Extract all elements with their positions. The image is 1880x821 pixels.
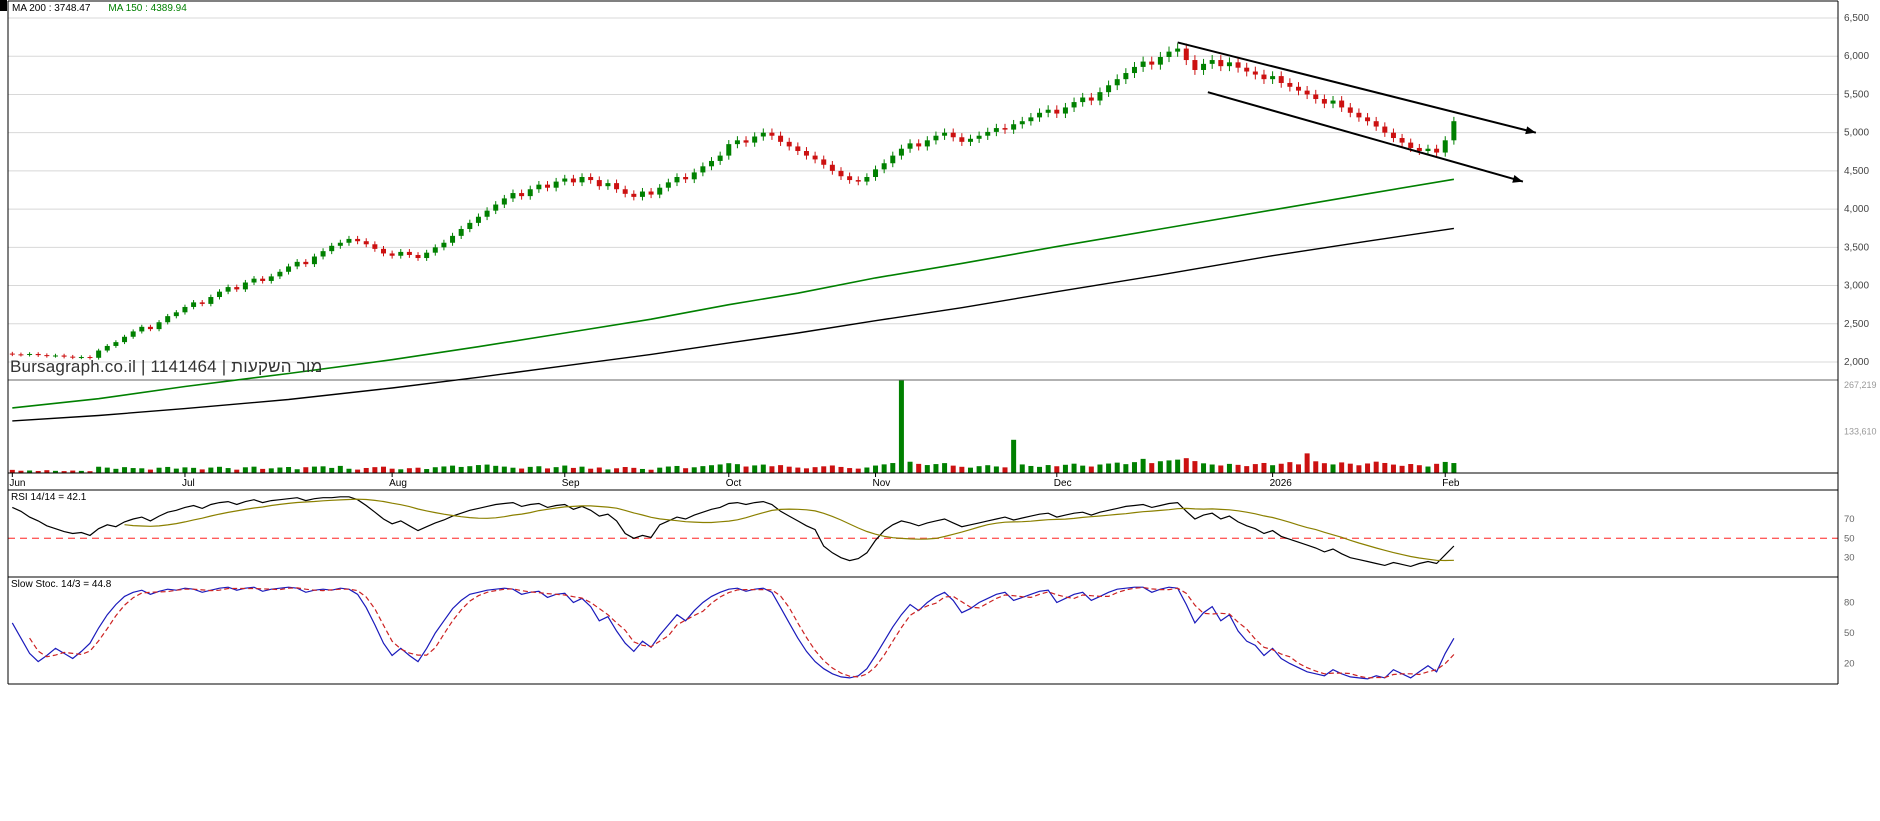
volume-scale-labels: 267,219 133,610 bbox=[1844, 380, 1877, 436]
svg-text:3,000: 3,000 bbox=[1844, 281, 1869, 292]
svg-text:20: 20 bbox=[1844, 659, 1855, 670]
rsi-panel-title: RSI 14/14 = 42.1 bbox=[11, 492, 87, 503]
price-axis-labels: 6,500 6,000 5,500 5,000 4,500 4,000 3,500 3,000… bbox=[1844, 13, 1869, 368]
svg-text:Feb: Feb bbox=[1442, 478, 1460, 489]
svg-text:2,500: 2,500 bbox=[1844, 319, 1869, 330]
stoch-k-line bbox=[11, 586, 1455, 680]
ma200-line bbox=[12, 227, 1455, 422]
svg-text:6,000: 6,000 bbox=[1844, 51, 1869, 62]
rsi-axis-labels: 70 50 30 bbox=[1844, 514, 1855, 564]
stoch-panel-title: Slow Stoc. 14/3 = 44.8 bbox=[11, 579, 112, 590]
watermark: Bursagraph.co.il | 1141464 | מור השקעות bbox=[10, 357, 323, 376]
svg-text:267,219: 267,219 bbox=[1844, 380, 1877, 390]
svg-text:Sep: Sep bbox=[562, 478, 580, 489]
svg-text:133,610: 133,610 bbox=[1844, 426, 1877, 436]
ma200-legend-label: MA 200 : 3748.47 bbox=[12, 3, 91, 14]
svg-text:4,000: 4,000 bbox=[1844, 204, 1869, 215]
svg-text:80: 80 bbox=[1844, 597, 1855, 608]
trend-channel bbox=[1177, 41, 1537, 183]
panel-borders bbox=[7, 0, 1839, 685]
volume-bars bbox=[9, 380, 1457, 473]
svg-text:5,000: 5,000 bbox=[1844, 128, 1869, 139]
svg-text:Aug: Aug bbox=[389, 478, 407, 489]
svg-text:30: 30 bbox=[1844, 553, 1855, 564]
ma-legend: MA 200 : 3748.47 MA 150 : 4389.94 bbox=[12, 3, 187, 14]
svg-text:Jun: Jun bbox=[9, 478, 25, 489]
svg-text:Dec: Dec bbox=[1054, 478, 1072, 489]
corner-marker bbox=[0, 0, 7, 11]
rsi-line bbox=[12, 496, 1455, 568]
svg-text:70: 70 bbox=[1844, 514, 1855, 525]
price-gridlines bbox=[8, 17, 1838, 363]
candlestick-series bbox=[9, 43, 1457, 360]
svg-text:3,500: 3,500 bbox=[1844, 242, 1869, 253]
svg-text:Oct: Oct bbox=[726, 478, 742, 489]
month-axis: Jun Jul Aug Sep Oct Nov Dec 2026 Feb bbox=[9, 473, 1460, 489]
svg-text:6,500: 6,500 bbox=[1844, 13, 1869, 24]
ma150-line bbox=[12, 178, 1455, 409]
rsi-ma-line bbox=[124, 498, 1454, 562]
svg-text:50: 50 bbox=[1844, 533, 1855, 544]
svg-text:50: 50 bbox=[1844, 628, 1855, 639]
stoch-axis-labels: 80 50 20 bbox=[1844, 597, 1855, 669]
svg-text:2,000: 2,000 bbox=[1844, 357, 1869, 368]
svg-text:Nov: Nov bbox=[873, 478, 891, 489]
svg-text:Jul: Jul bbox=[182, 478, 195, 489]
svg-text:4,500: 4,500 bbox=[1844, 166, 1869, 177]
svg-text:5,500: 5,500 bbox=[1844, 89, 1869, 100]
ma150-legend-label: MA 150 : 4389.94 bbox=[108, 3, 187, 14]
svg-text:2026: 2026 bbox=[1270, 478, 1293, 489]
stoch-d-line bbox=[29, 586, 1455, 679]
